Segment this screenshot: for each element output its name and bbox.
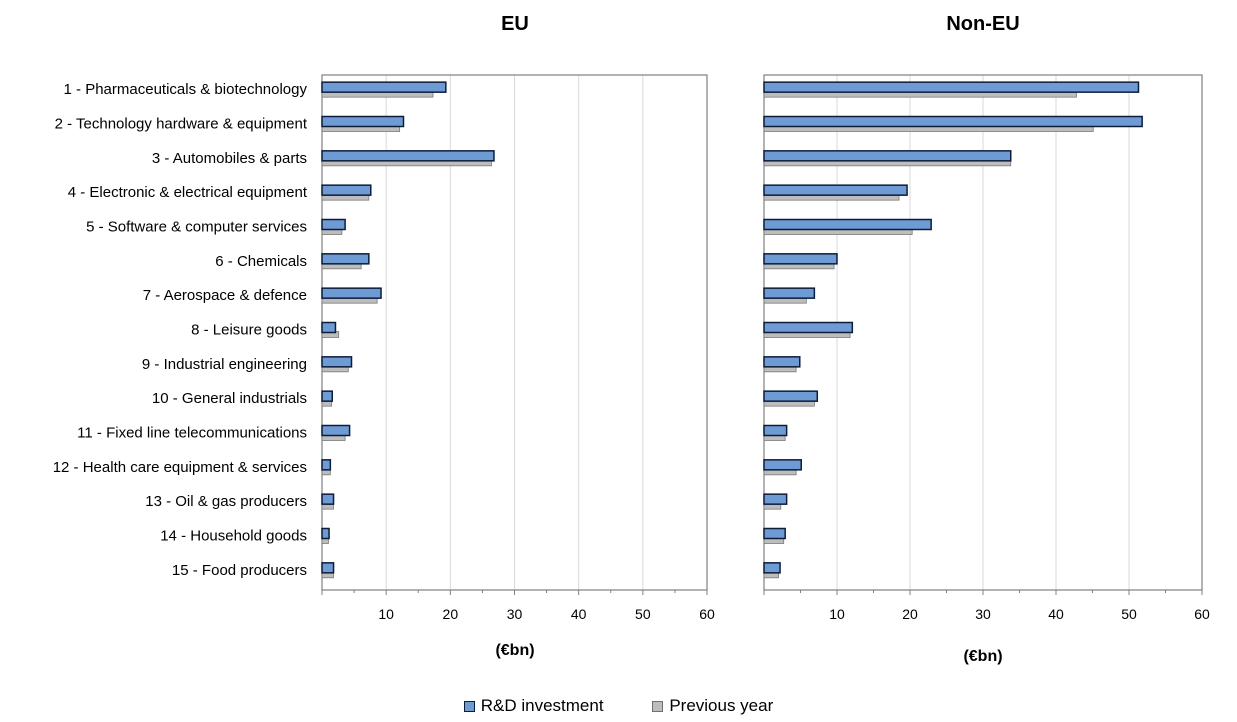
non-eu-bar-rd-investment-8-leisure-goods [763,321,854,334]
category-label-7-aerospace-and-defence: 7 - Aerospace & defence [143,287,307,304]
eu-tick-label-40: 40 [571,606,587,622]
non-eu-tick-label-30: 30 [975,606,991,622]
non-eu-bar-rd-investment-13-oil-and-gas-producers [763,493,788,505]
eu-bar-rd-investment-7-aerospace-and-defence [321,287,382,299]
category-label-12-health-care-equipment-and-services: 12 - Health care equipment & services [53,459,307,476]
non-eu-tick-label-40: 40 [1048,606,1064,622]
eu-bar-rd-investment-13-oil-and-gas-producers [321,493,335,505]
non-eu-bar-rd-investment-5-software-and-computer-services [763,218,932,231]
eu-bar-rd-investment-15-food-producers [321,562,335,574]
non-eu-bar-rd-investment-4-electronic-and-electrical-equipment [763,184,908,196]
non-eu-axis-unit-label: (€bn) [963,648,1002,665]
eu-tick-label-20: 20 [443,606,459,622]
non-eu-bar-rd-investment-10-general-industrials [763,390,819,402]
legend: R&D investment Previous year [0,696,1237,716]
eu-bar-rd-investment-11-fixed-line-telecommunications [321,424,351,437]
category-label-14-household-goods: 14 - Household goods [160,528,307,545]
eu-tick-label-60: 60 [699,606,715,622]
non-eu-bar-rd-investment-7-aerospace-and-defence [763,287,816,299]
eu-tick-label-50: 50 [635,606,651,622]
category-label-1-pharmaceuticals-and-biotechnology: 1 - Pharmaceuticals & biotechnology [64,81,308,98]
category-label-8-leisure-goods: 8 - Leisure goods [191,322,307,339]
eu-chart-title: EU [501,13,529,35]
category-label-5-software-and-computer-services: 5 - Software & computer services [86,219,307,236]
eu-bar-rd-investment-6-chemicals [321,253,370,265]
eu-tick-label-30: 30 [507,606,523,622]
legend-swatch-previous-year [652,701,664,712]
category-label-13-oil-and-gas-producers: 13 - Oil & gas producers [145,493,307,510]
legend-item-rd-investment: R&D investment [463,696,604,716]
non-eu-tick-label-50: 50 [1121,606,1137,622]
eu-bar-rd-investment-8-leisure-goods [321,321,337,334]
chart-canvas: EU 10 20 30 40 50 60 (€bn) 1 - Pharmaceuticals &… [53,13,1210,665]
non-eu-bar-rd-investment-1-pharmaceuticals-and-biotechnology [763,81,1140,93]
eu-bar-rd-investment-10-general-industrials [321,390,334,402]
eu-bar-rd-investment-12-health-care-equipment-and-services [321,459,332,471]
eu-bar-rd-investment-5-software-and-computer-services [321,218,346,231]
non-eu-bar-rd-investment-2-technology-hardware-and-equipment [763,115,1143,128]
category-label-2-technology-hardware-and-equipment: 2 - Technology hardware & equipment [55,116,308,133]
non-eu-bar-rd-investment-3-automobiles-and-parts [763,150,1012,162]
category-label-6-chemicals: 6 - Chemicals [215,253,307,270]
non-eu-bar-rd-investment-6-chemicals [763,253,838,265]
non-eu-tick-label-10: 10 [829,606,845,622]
legend-label-previous-year: Previous year [669,696,774,715]
non-eu-bar-rd-investment-15-food-producers [763,562,781,574]
category-label-3-automobiles-and-parts: 3 - Automobiles & parts [152,150,307,167]
category-label-15-food-producers: 15 - Food producers [172,562,307,579]
eu-axis-unit-label: (€bn) [495,642,534,659]
non-eu-bar-rd-investment-9-industrial-engineering [763,356,801,368]
category-label-9-industrial-engineering: 9 - Industrial engineering [142,356,307,373]
eu-bar-rd-investment-2-technology-hardware-and-equipment [321,115,405,128]
eu-tick-label-10: 10 [378,606,394,622]
legend-item-previous-year: Previous year [652,696,773,716]
category-label-10-general-industrials: 10 - General industrials [152,390,307,407]
non-eu-tick-label-20: 20 [902,606,918,622]
non-eu-bar-rd-investment-11-fixed-line-telecommunications [763,424,788,437]
eu-bar-rd-investment-14-household-goods [321,527,330,540]
non-eu-bar-rd-investment-12-health-care-equipment-and-services [763,459,802,471]
eu-bar-rd-investment-3-automobiles-and-parts [321,150,495,162]
non-eu-chart-title: Non-EU [946,13,1019,35]
non-eu-bar-rd-investment-14-household-goods [763,527,786,540]
eu-bar-rd-investment-9-industrial-engineering [321,356,353,368]
eu-bar-rd-investment-1-pharmaceuticals-and-biotechnology [321,81,447,93]
non-eu-tick-label-60: 60 [1194,606,1210,622]
legend-swatch-rd-investment [463,701,475,712]
category-label-11-fixed-line-telecommunications: 11 - Fixed line telecommunications [77,425,307,442]
legend-label-rd-investment: R&D investment [480,696,604,715]
category-label-4-electronic-and-electrical-equipment: 4 - Electronic & electrical equipment [68,184,308,201]
eu-bar-rd-investment-4-electronic-and-electrical-equipment [321,184,372,196]
